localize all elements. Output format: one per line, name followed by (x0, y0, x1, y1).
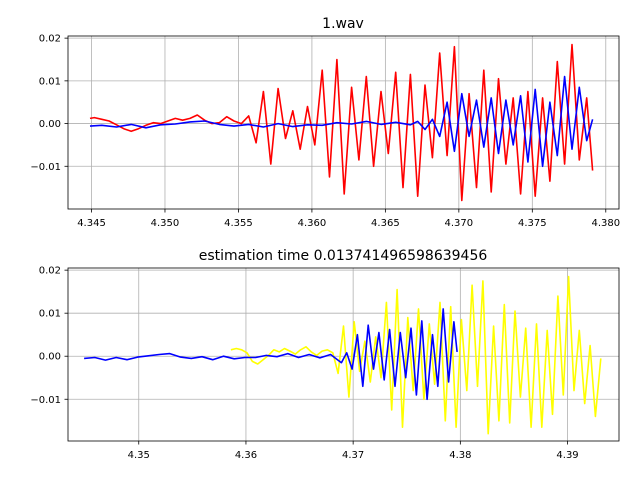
bottom-subplot-y-ticks: −0.01 0.00 0.01 0.02 (30, 266, 68, 406)
x-tick-label: 4.345 (77, 218, 106, 229)
x-tick-label: 4.355 (224, 218, 253, 229)
x-tick-label: 4.370 (445, 218, 474, 229)
y-tick-label: −0.01 (30, 395, 61, 406)
y-tick-label: 0.00 (39, 119, 61, 130)
bottom-subplot-frame (67, 267, 620, 442)
x-tick-label: 4.380 (591, 218, 620, 229)
y-tick-label: 0.00 (39, 352, 61, 363)
top-subplot-series (89, 43, 594, 202)
x-tick-label: 4.35 (128, 450, 150, 461)
x-tick-label: 4.36 (235, 450, 257, 461)
x-tick-label: 4.375 (518, 218, 547, 229)
bottom-subplot-x-ticks: 4.35 4.36 4.37 4.38 4.39 (128, 441, 579, 461)
x-tick-label: 4.360 (298, 218, 327, 229)
y-tick-label: 0.01 (39, 76, 61, 87)
bottom-subplot-series (84, 275, 602, 435)
y-tick-label: 0.02 (39, 266, 61, 277)
bottom-subplot: estimation time 0.013741496598639456 4.3… (30, 248, 620, 461)
top-subplot-frame (67, 35, 620, 210)
y-tick-label: 0.01 (39, 309, 61, 320)
series-line-1 (89, 75, 594, 168)
x-tick-label: 4.38 (449, 450, 471, 461)
x-tick-label: 4.37 (342, 450, 364, 461)
y-tick-label: 0.02 (39, 34, 61, 45)
x-tick-label: 4.39 (556, 450, 578, 461)
x-tick-label: 4.350 (151, 218, 180, 229)
top-subplot-title: 1.wav (322, 16, 364, 32)
series-line-1 (84, 308, 458, 401)
y-tick-label: −0.01 (30, 162, 61, 173)
bottom-subplot-title: estimation time 0.013741496598639456 (199, 248, 488, 264)
series-line-0 (230, 275, 602, 435)
top-subplot-x-ticks: 4.345 4.350 4.355 4.360 4.365 4.370 4.375 4.380 (77, 209, 620, 229)
series-line-0 (89, 43, 594, 202)
x-tick-label: 4.365 (371, 218, 400, 229)
top-subplot: 1.wav 4.345 4.350 4.355 4.360 4.365 4.370 4.37… (30, 16, 620, 229)
top-subplot-y-ticks: −0.01 0.00 0.01 0.02 (30, 34, 68, 173)
